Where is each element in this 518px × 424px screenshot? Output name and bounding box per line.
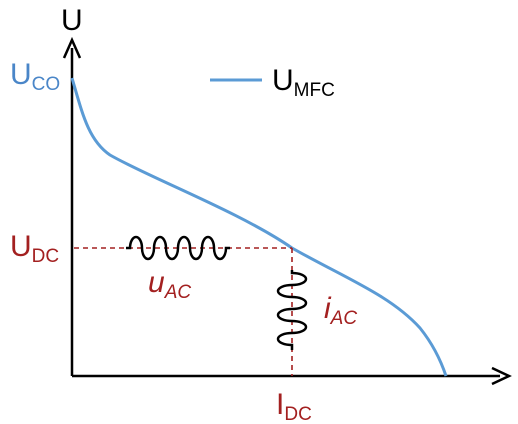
- u-dc-label: UDC: [10, 230, 59, 267]
- u-dc-label-sub: DC: [32, 246, 59, 267]
- legend-label-sub: MFC: [294, 80, 335, 101]
- legend-label: UMFC: [272, 64, 335, 101]
- u-ac-label: uAC: [148, 266, 191, 303]
- x-axis-label: IDC: [276, 388, 312, 424]
- u-co-label: UCO: [10, 58, 60, 95]
- legend: UMFC: [210, 64, 335, 101]
- x-axis-label-sub: DC: [284, 404, 311, 424]
- u-ac-label-sub: AC: [164, 282, 192, 303]
- y-axis-arrowhead: [62, 36, 82, 59]
- legend-label-main: U: [272, 64, 294, 97]
- y-axis-label: U: [61, 4, 83, 37]
- x-axis-label-main: I: [276, 388, 284, 421]
- u-dc-label-main: U: [10, 230, 32, 263]
- x-axis-arrowhead: [491, 366, 512, 386]
- i-ac-ripple: [276, 270, 308, 350]
- u-ac-label-main: u: [148, 266, 165, 299]
- i-ac-label: iAC: [324, 292, 357, 329]
- i-ac-label-main: i: [324, 292, 332, 325]
- u-ac-ripple: [126, 235, 230, 261]
- i-ac-label-sub: AC: [330, 308, 358, 329]
- u-co-label-sub: CO: [32, 74, 61, 95]
- u-co-label-main: U: [10, 58, 32, 91]
- mfc-curve: [70, 77, 448, 377]
